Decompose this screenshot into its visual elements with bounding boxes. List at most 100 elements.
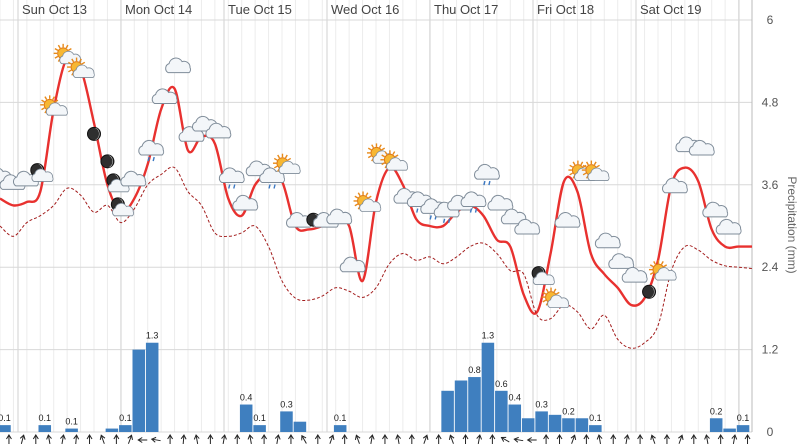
precipitation-value-label: 0.1 <box>253 413 266 423</box>
cloud-shape <box>120 170 147 187</box>
cloud-shape <box>487 194 514 211</box>
cloud-body <box>112 203 135 217</box>
cloud-body <box>587 167 610 181</box>
wind-arrow-icon <box>167 434 174 444</box>
precipitation-value-label: 0.1 <box>334 413 347 423</box>
wind-arrow-head <box>46 434 52 440</box>
wind-arrow-head <box>610 434 617 440</box>
rain-drop <box>228 184 231 189</box>
rain-drop <box>152 156 155 162</box>
cloud-body <box>205 122 232 139</box>
precipitation-bar <box>132 349 146 432</box>
wind-arrow-head <box>596 434 603 440</box>
wind-arrow-icon <box>500 436 510 443</box>
precipitation-bar <box>454 380 468 432</box>
day-label: Mon Oct 14 <box>125 2 192 17</box>
precipitation-bar <box>0 425 11 432</box>
cloud-shape <box>654 267 677 281</box>
wind-arrow-icon <box>435 434 442 444</box>
y-tick-label: 0 <box>767 425 774 439</box>
sun-ray <box>273 157 278 161</box>
moon-icon <box>642 284 657 299</box>
wind-arrow-head <box>234 434 241 440</box>
precipitation-value-label: 0.1 <box>589 413 602 423</box>
sun-ray <box>367 195 372 199</box>
wind-arrow-head <box>731 434 738 440</box>
sun-ray <box>542 299 547 303</box>
y-tick-label: 1.2 <box>762 343 779 357</box>
wind-arrow-shaft <box>222 435 225 445</box>
cloud-shape <box>31 168 54 182</box>
wind-arrow-icon <box>60 434 66 445</box>
precipitation-value-label: 0.1 <box>65 417 78 427</box>
rain-drop <box>268 184 271 189</box>
wind-arrow-shaft <box>61 435 64 445</box>
precipitation-value-label: 0.8 <box>468 365 481 375</box>
day-label: Sun Oct 13 <box>22 2 87 17</box>
precipitation-bar <box>521 418 535 432</box>
cloud-shape <box>205 122 232 139</box>
wind-arrow-icon <box>448 434 455 444</box>
cloud-body <box>514 218 541 235</box>
wind-arrow-icon <box>596 434 603 445</box>
wind-arrow-icon <box>704 434 710 445</box>
sun-ray <box>660 261 664 265</box>
precipitation-bar <box>562 418 575 432</box>
wind-arrows <box>6 434 751 445</box>
precipitation-bar <box>575 418 589 432</box>
cloud-icon <box>514 218 541 235</box>
wind-arrow-head <box>167 434 174 440</box>
sun-ray <box>287 157 292 161</box>
moon-icon <box>100 154 115 169</box>
cloud-icon <box>151 88 178 105</box>
cloud-body <box>547 294 570 308</box>
wind-arrow-head <box>543 434 550 440</box>
sun-ray <box>65 44 69 49</box>
precipitation-bar <box>709 418 723 432</box>
wind-arrow-head <box>150 436 157 443</box>
sun-cloud-icon <box>648 260 677 281</box>
cloud-shape <box>151 88 178 105</box>
sun-cloud-icon <box>272 153 301 175</box>
wind-arrow-icon <box>86 434 93 444</box>
wind-arrow-icon <box>221 434 227 445</box>
sun-ray <box>582 172 587 176</box>
cloud-body <box>608 253 635 269</box>
right-axis: Precipitation (mm) 0 1.2 2.4 3.6 4.8 6 <box>762 13 799 439</box>
wind-arrow-shaft <box>732 435 736 445</box>
wind-arrow-icon <box>314 434 321 444</box>
sun-ray <box>572 161 576 166</box>
cloud-icon <box>554 212 581 228</box>
wind-arrow-head <box>650 434 656 441</box>
cloud-body <box>386 157 409 171</box>
sun-ray <box>78 58 82 63</box>
wind-arrow-head <box>6 434 12 440</box>
wind-arrow-icon <box>744 434 751 444</box>
precipitation-bar <box>333 425 347 432</box>
sun-ray <box>653 261 657 265</box>
rain-drop <box>147 156 150 162</box>
rain-drop <box>469 208 473 213</box>
cloud-icon <box>120 170 147 187</box>
cloud-body <box>278 160 301 175</box>
sun-ray <box>284 154 288 159</box>
rain-drop <box>474 208 478 213</box>
sun-ray <box>354 195 359 199</box>
wind-arrow-shaft <box>127 436 132 444</box>
precipitation-bar <box>589 425 602 432</box>
cloud-icon <box>621 267 648 283</box>
sun-ray <box>81 61 86 65</box>
wind-arrow-icon <box>137 437 148 443</box>
moon-icon <box>87 126 101 141</box>
sun-ray <box>649 264 654 268</box>
precipitation-value-label: 0.1 <box>737 413 750 423</box>
precipitation-value-label: 0.3 <box>280 399 293 409</box>
sun-ray <box>555 291 560 295</box>
sun-ray <box>569 172 574 176</box>
cloud-body <box>487 194 514 211</box>
cloud-icon <box>326 208 353 225</box>
wind-arrow-icon <box>341 434 348 444</box>
sun-ray <box>542 291 547 295</box>
sun-ray <box>54 99 59 103</box>
wind-arrow-icon <box>526 437 537 443</box>
